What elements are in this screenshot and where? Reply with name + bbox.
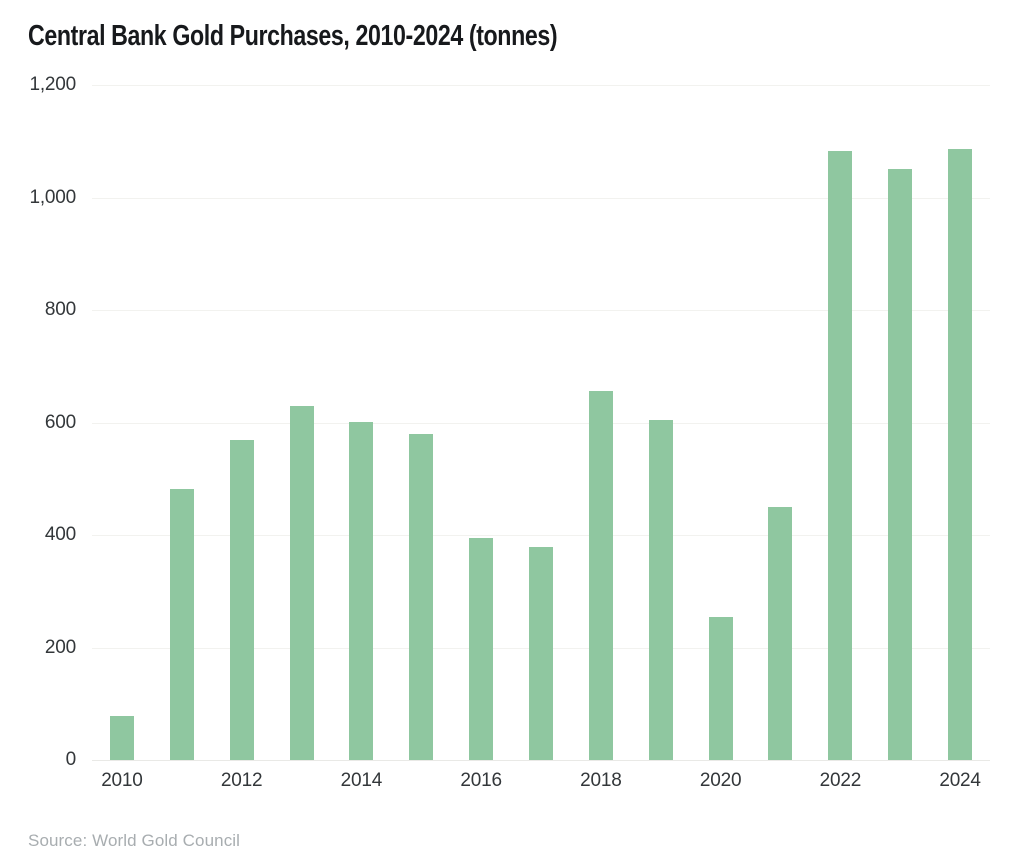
bar-2012 (229, 439, 254, 760)
x-axis-tick-label-2014: 2014 (340, 770, 383, 791)
source-caption: Source: World Gold Council (28, 831, 241, 850)
x-axis-tick-label-2012: 2012 (220, 770, 263, 791)
bar-2019 (648, 419, 673, 760)
bar-2022 (828, 151, 853, 760)
bar-2024 (948, 149, 973, 760)
y-axis-tick-label-800: 800 (44, 299, 76, 320)
x-axis-tick-label-2020: 2020 (699, 770, 742, 791)
x-axis-tick-label-2010: 2010 (101, 770, 143, 791)
x-axis-tick-label-2018: 2018 (580, 770, 622, 791)
gridline-y-1200 (92, 85, 990, 86)
y-axis-tick-label-1200: 1,200 (29, 74, 76, 95)
bar-2017 (529, 546, 553, 760)
bar-2018 (588, 391, 613, 760)
bar-2023 (888, 168, 913, 760)
x-axis-tick-label-2024: 2024 (939, 770, 981, 791)
gridline-y-800 (92, 310, 990, 311)
bar-2021 (768, 506, 793, 760)
gridline-y-1000 (92, 197, 990, 199)
x-axis-tick-label-2022: 2022 (819, 770, 862, 791)
chart-title: Central Bank Gold Purchases, 2010-2024 (… (28, 20, 558, 52)
gridline-y-600 (92, 422, 990, 424)
y-axis-tick-label-600: 600 (44, 411, 76, 433)
y-axis-tick-label-0: 0 (65, 749, 77, 770)
x-axis-tick-label-2016: 2016 (460, 770, 502, 791)
y-axis-tick-label-200: 200 (44, 636, 76, 658)
bar-2010 (109, 715, 134, 760)
gridline-y-400 (92, 535, 990, 536)
bar-2013 (289, 406, 314, 760)
bar-2011 (169, 489, 194, 760)
y-axis-tick-label-400: 400 (44, 524, 76, 545)
bar-2016 (469, 537, 494, 760)
gridline-y-0 (92, 760, 990, 761)
bar-2014 (349, 421, 374, 760)
bar-2020 (708, 616, 733, 760)
bar-2015 (409, 433, 434, 760)
y-axis-tick-label-1000: 1,000 (29, 186, 76, 208)
